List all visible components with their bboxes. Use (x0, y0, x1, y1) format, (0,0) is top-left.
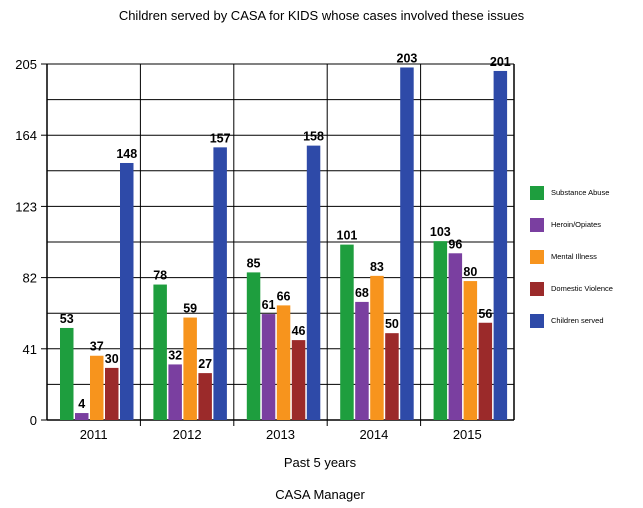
data-label: 4 (78, 397, 85, 411)
bar (478, 322, 493, 420)
bar (75, 413, 89, 420)
data-label: 148 (116, 147, 137, 161)
data-label: 50 (385, 317, 399, 331)
x-axis-title: Past 5 years (283, 455, 357, 470)
legend-swatch (530, 314, 544, 328)
x-tick-label: 2011 (80, 427, 108, 442)
bar (120, 162, 134, 421)
data-label: 61 (262, 298, 276, 312)
bar (246, 272, 261, 420)
bar (213, 147, 227, 421)
legend-swatch (530, 218, 544, 232)
data-label: 80 (463, 265, 477, 279)
data-label: 37 (90, 340, 104, 354)
bar (385, 333, 399, 420)
bar (306, 145, 321, 420)
legend-swatch (530, 250, 544, 264)
data-label: 27 (198, 357, 212, 371)
legend-label: Heroin/Opiates (551, 220, 602, 229)
bar (153, 284, 167, 420)
y-tick-label: 82 (23, 271, 37, 286)
data-label: 32 (168, 348, 182, 362)
bar (198, 373, 212, 420)
data-label: 78 (153, 269, 167, 283)
x-tick-label: 2013 (266, 427, 295, 442)
data-label: 157 (210, 131, 231, 145)
bar (355, 301, 369, 420)
legend-swatch (530, 186, 544, 200)
bar (276, 305, 291, 420)
data-label: 96 (448, 237, 462, 251)
bar (168, 364, 182, 420)
data-label: 203 (397, 51, 418, 65)
y-tick-label: 205 (15, 57, 37, 72)
data-label: 101 (337, 229, 358, 243)
bar (400, 67, 414, 420)
y-tick-label: 41 (23, 342, 37, 357)
bar (370, 275, 384, 420)
legend-label: Mental Illness (551, 252, 597, 261)
x-tick-label: 2014 (359, 427, 388, 442)
data-label: 201 (490, 55, 511, 69)
bar (183, 317, 197, 420)
data-label: 83 (370, 260, 384, 274)
x-tick-label: 2015 (453, 427, 482, 442)
x-tick-label: 2012 (173, 427, 202, 442)
data-label: 53 (60, 312, 74, 326)
bar (448, 253, 463, 420)
legend-label: Children served (551, 316, 604, 325)
bar (90, 355, 104, 420)
bar (463, 281, 478, 420)
data-label: 103 (430, 225, 451, 239)
bar (340, 244, 354, 420)
bar (433, 241, 448, 420)
y-tick-label: 164 (15, 128, 37, 143)
bar (291, 340, 306, 420)
data-label: 30 (105, 352, 119, 366)
legend-label: Domestic Violence (551, 284, 613, 293)
chart-title: Children served by CASA for KIDS whose c… (118, 8, 525, 23)
y-tick-label: 0 (30, 413, 37, 428)
bar (261, 314, 276, 420)
bar (105, 367, 119, 420)
data-label: 46 (292, 324, 306, 338)
chart-footer: CASA Manager (275, 487, 365, 502)
y-tick-label: 123 (15, 199, 37, 214)
data-label: 56 (478, 307, 492, 321)
legend-label: Substance Abuse (551, 188, 610, 197)
data-label: 66 (277, 289, 291, 303)
data-label: 85 (247, 256, 261, 270)
bar (60, 327, 74, 420)
data-label: 158 (303, 130, 324, 144)
bar (493, 70, 508, 420)
data-label: 59 (183, 302, 197, 316)
data-label: 68 (355, 286, 369, 300)
legend-swatch (530, 282, 544, 296)
